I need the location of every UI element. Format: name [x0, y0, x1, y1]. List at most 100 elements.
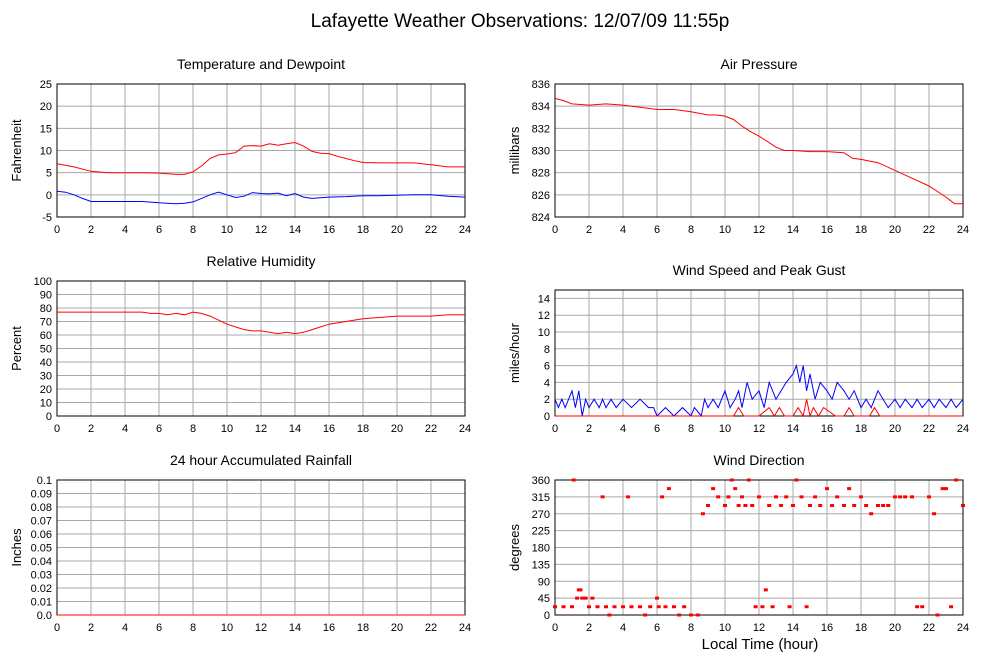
x-tick-label: 14	[787, 423, 799, 435]
y-tick-label: 0	[46, 190, 52, 202]
data-point	[638, 605, 642, 609]
data-point	[575, 596, 580, 600]
x-tick-label: 18	[855, 622, 867, 634]
x-tick-label: 18	[855, 423, 867, 435]
data-point	[961, 504, 965, 507]
x-tick-label: 6	[654, 224, 660, 236]
data-point	[799, 495, 804, 499]
panel-title: Temperature and Dewpoint	[177, 56, 345, 72]
x-tick-label: 16	[323, 224, 335, 236]
y-tick-label: 10	[40, 398, 52, 410]
y-tick-label: 10	[40, 146, 52, 158]
x-tick-label: 8	[688, 622, 694, 634]
figure-title: Lafayette Weather Observations: 12/07/09…	[311, 11, 730, 32]
x-tick-label: 14	[787, 224, 799, 236]
data-point	[753, 605, 758, 609]
y-tick-label: 6	[544, 361, 550, 373]
series-line-red	[555, 399, 963, 418]
x-tick-label: 8	[688, 224, 694, 236]
x-tick-label: 18	[357, 224, 369, 236]
y-tick-label: 0.02	[31, 583, 52, 595]
data-point	[706, 504, 710, 507]
series-line-blue	[56, 190, 466, 205]
data-point	[864, 504, 869, 507]
series-line-red	[56, 141, 465, 175]
plot-frame	[56, 280, 466, 417]
x-tick-label: 24	[459, 622, 471, 634]
y-tick-label: 0.04	[31, 556, 52, 568]
y-tick-label: 0.07	[31, 516, 52, 528]
data-point	[595, 605, 600, 609]
data-point	[607, 613, 612, 617]
data-point	[643, 613, 648, 617]
x-tick-label: 4	[122, 224, 128, 236]
data-point	[910, 495, 914, 499]
x-tick-label: 2	[88, 423, 94, 435]
y-axis-label: Fahrenheit	[9, 119, 24, 182]
x-tick-label: 0	[54, 423, 60, 435]
x-tick-label: 0	[552, 224, 558, 236]
x-tick-label: 2	[586, 423, 592, 435]
x-tick-label: 14	[289, 224, 301, 236]
x-axis-label: Local Time (hour)	[702, 636, 819, 653]
y-tick-label: 20	[40, 101, 52, 113]
data-point	[621, 605, 625, 609]
x-tick-label: 22	[923, 224, 935, 236]
y-tick-label: 315	[532, 492, 550, 504]
y-tick-label: 0.08	[31, 502, 52, 514]
data-point	[757, 495, 761, 499]
x-tick-label: 24	[957, 622, 969, 634]
data-point	[695, 613, 700, 617]
x-tick-label: 12	[255, 622, 267, 634]
x-tick-label: 14	[787, 622, 799, 634]
y-tick-label: 834	[532, 101, 550, 113]
x-tick-label: 6	[156, 224, 162, 236]
data-point	[648, 605, 653, 609]
data-point	[629, 605, 634, 609]
y-tick-label: 180	[532, 543, 550, 555]
data-point	[881, 504, 886, 507]
x-tick-label: 24	[459, 423, 471, 435]
data-point	[729, 478, 734, 482]
y-tick-label: 60	[40, 330, 52, 342]
data-point	[898, 495, 903, 499]
data-point	[580, 596, 585, 600]
data-point	[733, 487, 738, 491]
y-tick-label: 0.1	[37, 475, 52, 487]
data-point	[915, 605, 920, 609]
x-tick-label: 6	[156, 622, 162, 634]
x-tick-label: 12	[753, 622, 765, 634]
y-tick-label: -5	[42, 212, 52, 224]
y-tick-label: 360	[532, 475, 550, 487]
data-point	[784, 495, 789, 499]
data-point	[767, 504, 772, 507]
series-line-red	[554, 97, 963, 205]
x-tick-label: 22	[923, 622, 935, 634]
data-point	[561, 605, 566, 609]
x-tick-label: 16	[821, 622, 833, 634]
panel-title: 24 hour Accumulated Rainfall	[170, 452, 352, 468]
y-tick-label: 40	[40, 357, 52, 369]
x-tick-label: 12	[753, 423, 765, 435]
x-tick-label: 10	[221, 423, 233, 435]
x-tick-label: 24	[957, 423, 969, 435]
data-point	[655, 596, 659, 600]
data-point	[763, 588, 768, 592]
data-point	[570, 605, 574, 609]
x-tick-label: 2	[586, 622, 592, 634]
y-tick-label: 80	[40, 303, 52, 315]
data-point	[578, 588, 583, 592]
x-tick-label: 4	[122, 423, 128, 435]
data-point	[847, 487, 852, 491]
data-point	[590, 596, 595, 600]
data-point	[553, 605, 557, 609]
x-tick-label: 12	[255, 224, 267, 236]
x-tick-label: 22	[425, 423, 437, 435]
data-point	[600, 495, 605, 499]
x-tick-label: 12	[255, 423, 267, 435]
y-tick-label: 25	[40, 79, 52, 91]
x-tick-label: 18	[855, 224, 867, 236]
data-point	[626, 495, 631, 499]
